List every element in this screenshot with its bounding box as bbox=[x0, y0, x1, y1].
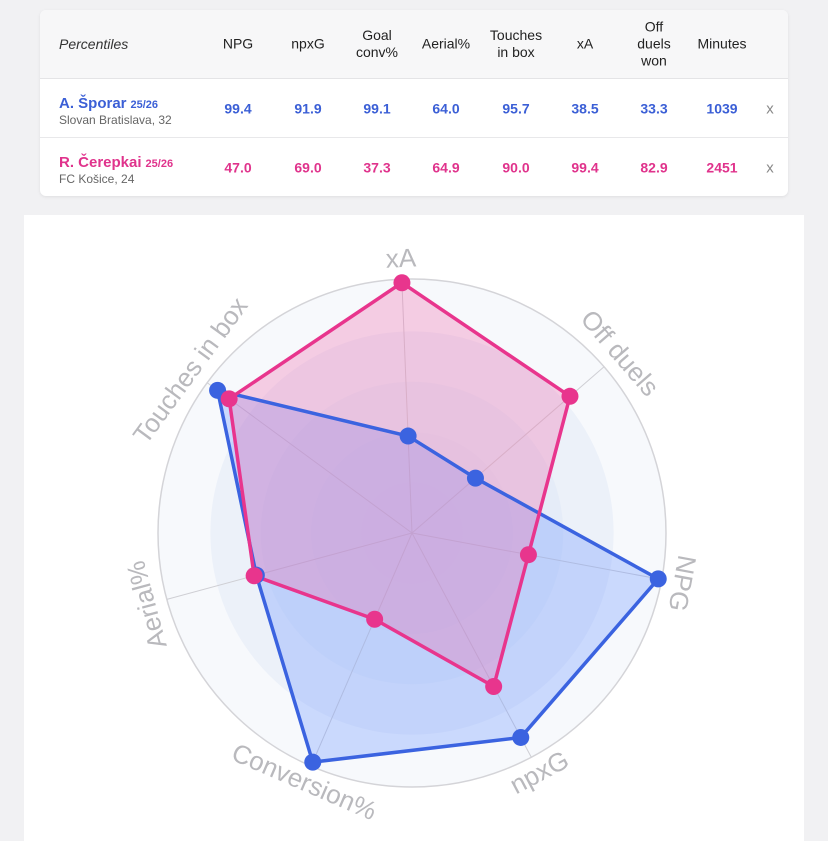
remove-button[interactable]: x bbox=[766, 100, 774, 118]
axis-label: NPG bbox=[663, 553, 703, 614]
axis-label: xA bbox=[385, 242, 417, 273]
column-header: Touches in box bbox=[489, 27, 543, 60]
column-header: Aerial% bbox=[421, 35, 471, 52]
header-label: Percentiles bbox=[59, 36, 129, 52]
player-row: A. Šporar 25/26 Slovan Bratislava, 32 99.4 9… bbox=[40, 79, 788, 138]
season: 25/26 bbox=[145, 158, 174, 170]
radar-point bbox=[561, 387, 579, 405]
radar-point bbox=[399, 427, 417, 445]
radar-point bbox=[245, 567, 263, 585]
radar-point bbox=[220, 390, 238, 408]
team: FC Košice, 24 bbox=[59, 172, 135, 186]
stat-value: 38.5 bbox=[571, 100, 599, 117]
column-header: NPG bbox=[222, 35, 254, 52]
radar-point bbox=[485, 678, 503, 696]
stat-value: 64.0 bbox=[432, 100, 460, 117]
season: 25/26 bbox=[130, 99, 159, 111]
player-name-line: A. Šporar 25/26 bbox=[59, 95, 158, 113]
stat-value: 64.9 bbox=[432, 159, 460, 176]
radar-area bbox=[217, 390, 659, 763]
stat-value: 99.1 bbox=[363, 100, 391, 117]
player-name-line: R. Čerepkai 25/26 bbox=[59, 154, 173, 172]
radar-point bbox=[512, 728, 530, 746]
player-name: R. Čerepkai bbox=[59, 154, 142, 171]
radar-axis bbox=[166, 532, 413, 600]
column-header: Minutes bbox=[697, 35, 747, 52]
column-header: npxG bbox=[291, 35, 325, 52]
radar-outline bbox=[227, 280, 572, 689]
stat-value: 99.4 bbox=[571, 159, 599, 176]
stat-value: 47.0 bbox=[224, 159, 252, 176]
radar-axis bbox=[411, 532, 662, 581]
column-header: xA bbox=[576, 35, 594, 52]
radar-axis bbox=[411, 532, 532, 758]
stat-value: 2451 bbox=[706, 159, 738, 176]
radar-point bbox=[393, 274, 411, 292]
radar-axis bbox=[310, 532, 413, 767]
stat-value: 95.7 bbox=[502, 100, 530, 117]
stat-value: 82.9 bbox=[640, 159, 668, 176]
radar-point bbox=[649, 570, 667, 588]
remove-button[interactable]: x bbox=[766, 159, 774, 177]
team: Slovan Bratislava, 32 bbox=[59, 113, 172, 127]
stat-value: 33.3 bbox=[640, 100, 668, 117]
stat-value: 1039 bbox=[706, 100, 738, 117]
radar-area bbox=[229, 282, 570, 687]
comparison-table: Percentiles NPG npxG Goal conv% Aerial% Touch… bbox=[40, 10, 788, 196]
table-header: Percentiles NPG npxG Goal conv% Aerial% Touch… bbox=[40, 10, 788, 79]
stat-value: 91.9 bbox=[294, 100, 322, 117]
stat-value: 37.3 bbox=[363, 159, 391, 176]
column-header: Goal conv% bbox=[355, 27, 399, 60]
radar-outline bbox=[215, 388, 660, 764]
player-row: R. Čerepkai 25/26 FC Košice, 24 47.0 69.0 37.… bbox=[40, 138, 788, 196]
stat-value: 69.0 bbox=[294, 159, 322, 176]
radar-point bbox=[304, 753, 322, 771]
stat-value: 90.0 bbox=[502, 159, 530, 176]
radar-point bbox=[519, 546, 537, 564]
radar-point bbox=[466, 469, 484, 487]
radar-point bbox=[366, 610, 384, 628]
radar-axis bbox=[206, 382, 413, 534]
stat-value: 99.4 bbox=[224, 100, 252, 117]
radar-axis bbox=[401, 279, 413, 534]
column-header: Off duels won bbox=[637, 18, 671, 69]
player-name: A. Šporar bbox=[59, 95, 127, 112]
